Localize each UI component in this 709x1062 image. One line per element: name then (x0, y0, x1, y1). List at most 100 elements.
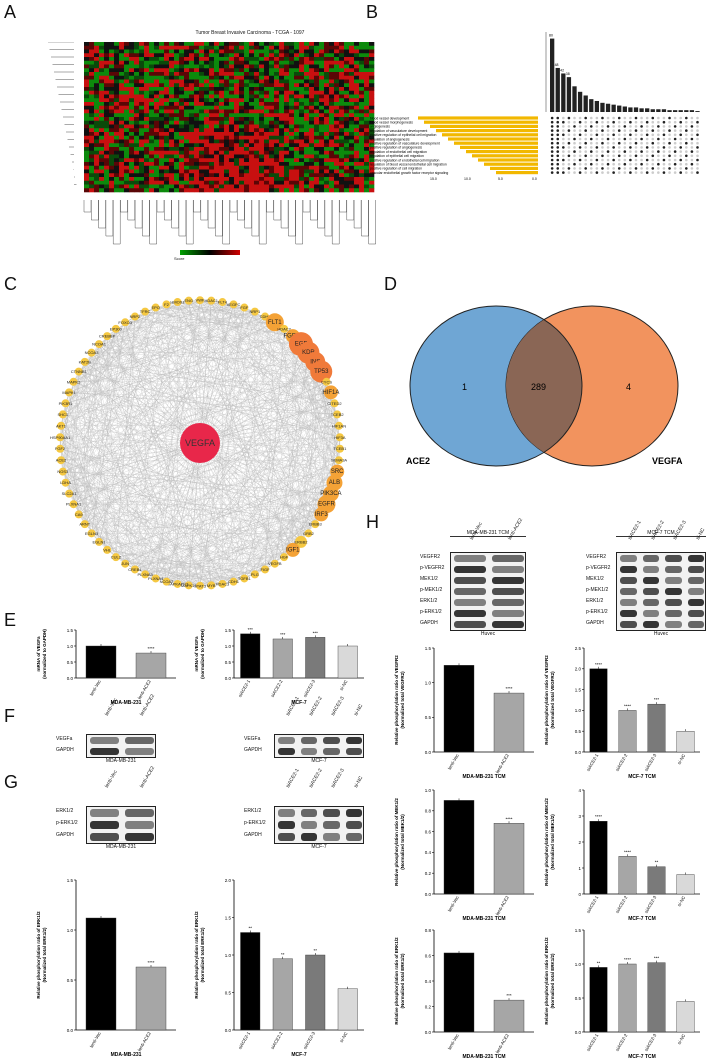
upset-dot (562, 162, 565, 166)
upset-dot (645, 158, 649, 162)
network-node-label: JUN (121, 561, 129, 566)
upset-dot (629, 125, 632, 128)
significance-label: **** (505, 686, 512, 691)
blot-band (492, 576, 524, 584)
network-node (56, 433, 65, 442)
network-node-label: IGF1 (286, 547, 300, 553)
upset-dot (601, 162, 604, 166)
category-label: lenti-Vec (89, 1030, 102, 1048)
upset-set-term: positive regulation of endothelial cell … (370, 158, 439, 162)
upset-dot (556, 150, 560, 153)
upset-dot (584, 133, 587, 137)
upset-set-term: positive regulation of cell migration (370, 167, 422, 171)
category-label: si-NC (339, 1030, 349, 1043)
upset-set-term: blood vessel morphogenesis (370, 121, 413, 125)
blot-band (665, 565, 682, 573)
y-tick-label: 0.0 (225, 1028, 232, 1033)
upset-dot (657, 154, 660, 158)
venn-left-count: 1 (462, 382, 467, 392)
blot-membrane (86, 734, 156, 758)
y-tick-label: 0.4 (425, 850, 432, 855)
upset-dot (673, 133, 677, 137)
bar (676, 730, 695, 753)
network-node-label: HSP90AA1 (50, 435, 71, 440)
network-center-label: VEGFA (185, 438, 215, 448)
upset-dot (690, 154, 694, 158)
upset-dot (612, 141, 615, 145)
upset-dot (578, 141, 582, 145)
upset-dot (690, 162, 694, 166)
upset-dot (589, 129, 593, 132)
y-tick-label: 0.5 (67, 978, 74, 983)
blot-band (454, 576, 486, 584)
upset-bar (656, 109, 661, 112)
upset-dot (645, 129, 649, 132)
upset-dot (645, 120, 649, 124)
blot-row-label: MEK1/2 (420, 576, 438, 582)
blot-membrane (274, 806, 364, 844)
upset-dot (573, 154, 576, 158)
upset-dot (573, 133, 576, 137)
network-node-label: CTNNB1 (71, 369, 88, 374)
network-node-label: TCEB2 (331, 412, 345, 417)
upset-dot (640, 158, 643, 162)
network-node (58, 410, 67, 419)
network-node (69, 500, 78, 509)
upset-dot (645, 133, 649, 137)
upset-dot (567, 162, 571, 166)
upset-dot (612, 158, 615, 162)
upset-bar (645, 108, 650, 112)
network-node (322, 377, 331, 386)
y-tick-label: 0.0 (67, 676, 74, 681)
category-label: siACE2-1 (237, 679, 251, 698)
upset-dot (601, 137, 604, 141)
upset-dot (673, 150, 677, 153)
upset-dot (556, 167, 560, 170)
upset-dot (578, 133, 582, 137)
upset-dot (578, 154, 582, 158)
category-label: lenti-ACE2 (137, 1031, 152, 1053)
upset-dot (640, 141, 643, 145)
upset-dot (690, 137, 694, 141)
network-node (280, 553, 289, 562)
upset-bar (555, 67, 560, 112)
blot-band (90, 832, 119, 841)
network-node-label: EGLN3 (85, 531, 99, 536)
upset-dot (562, 129, 565, 132)
network-node-label: HDAC3 (216, 581, 230, 586)
upset-dot (584, 171, 587, 174)
network-node-label: NCOA1 (92, 342, 107, 347)
upset-set-bar (484, 162, 538, 166)
network-center-circle (180, 423, 220, 463)
network-node-label: EPO (151, 305, 159, 310)
upset-dot (562, 141, 565, 145)
blot-band (665, 587, 682, 595)
upset-dot (634, 158, 638, 162)
blot-band (323, 747, 340, 755)
bar (647, 866, 666, 895)
upset-dot (550, 120, 554, 124)
network-node (240, 303, 249, 312)
upset-dot (573, 129, 576, 132)
upset-dot (634, 154, 638, 158)
blot-band (278, 808, 295, 817)
upset-dot (634, 150, 638, 153)
x-axis-title: MDA-MB-231 TCM (462, 774, 505, 780)
upset-dot (612, 162, 615, 166)
y-tick-label: 0.0 (575, 1030, 582, 1035)
panel-letter-g: G (4, 772, 19, 792)
network-node (57, 456, 66, 465)
y-tick-label: 1.5 (225, 915, 232, 920)
chart-h-mek-mda: 0.0 0.2 0.4 0.6 0.8 1.0 lenti-Vec **** lenti-ACE… (394, 788, 534, 922)
upset-dot (612, 116, 615, 120)
upset-dot (668, 137, 671, 141)
significance-label: *** (654, 697, 660, 702)
upset-dot (601, 154, 604, 158)
upset-dot (595, 146, 599, 149)
category-label: siACE2-3 (644, 1033, 658, 1052)
network-node-label: SLC2A1 (62, 491, 78, 496)
upset-dot (595, 133, 599, 137)
upset-dot (645, 171, 649, 174)
chart-g-left: 0.0 0.5 1.0 1.5 lenti-Vec **** lenti-ACE2MDA-M… (36, 878, 176, 1058)
blot-band (278, 832, 295, 841)
